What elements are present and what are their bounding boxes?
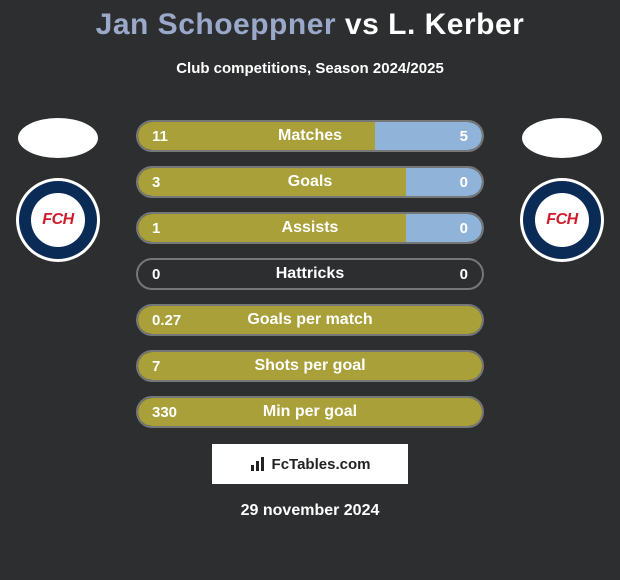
stat-row: Assists10: [136, 212, 484, 244]
stat-value-left: 0.27: [138, 306, 195, 334]
stat-value-right: 0: [446, 214, 482, 242]
stat-row: Min per goal330: [136, 396, 484, 428]
comparison-card: Jan Schoeppner vs L. Kerber Club competi…: [0, 0, 620, 580]
stat-value-left: 3: [138, 168, 174, 196]
stat-row: Matches115: [136, 120, 484, 152]
stat-row: Shots per goal7: [136, 350, 484, 382]
club-badge-text: FCH: [31, 193, 85, 247]
stat-label: Hattricks: [138, 260, 482, 288]
stat-value-left: 11: [138, 122, 182, 150]
stat-row: Hattricks0 0: [136, 258, 484, 290]
player2-avatar: [522, 118, 602, 158]
stat-value-right: 5: [446, 122, 482, 150]
chart-icon: [250, 456, 266, 472]
stat-bars: Matches115Goals30Assists10Hattricks00Goa…: [136, 120, 484, 442]
player2-name: L. Kerber: [388, 8, 524, 41]
site-badge: FcTables.com: [212, 444, 408, 484]
stat-value-right: 0: [446, 168, 482, 196]
stat-value-left: 0: [138, 260, 174, 288]
site-name: FcTables.com: [272, 456, 371, 473]
title: Jan Schoeppner vs L. Kerber: [0, 0, 620, 42]
footer-date: 29 november 2024: [0, 502, 620, 520]
bar-fill-left: [138, 352, 482, 380]
stat-value-right: 0: [446, 260, 482, 288]
player1-name: Jan Schoeppner: [96, 8, 336, 41]
stat-value-left: 7: [138, 352, 174, 380]
club-badge-text: FCH: [535, 193, 589, 247]
player1-avatar: [18, 118, 98, 158]
stat-row: Goals per match0.27: [136, 304, 484, 336]
stat-value-left: 1: [138, 214, 174, 242]
player1-club-badge: FCH: [16, 178, 100, 262]
bar-fill-left: [138, 168, 406, 196]
subtitle: Club competitions, Season 2024/2025: [0, 60, 620, 77]
bar-fill-left: [138, 214, 406, 242]
stat-row: Goals30: [136, 166, 484, 198]
vs-text: vs: [345, 8, 379, 41]
player2-club-badge: FCH: [520, 178, 604, 262]
stat-value-left: 330: [138, 398, 191, 426]
